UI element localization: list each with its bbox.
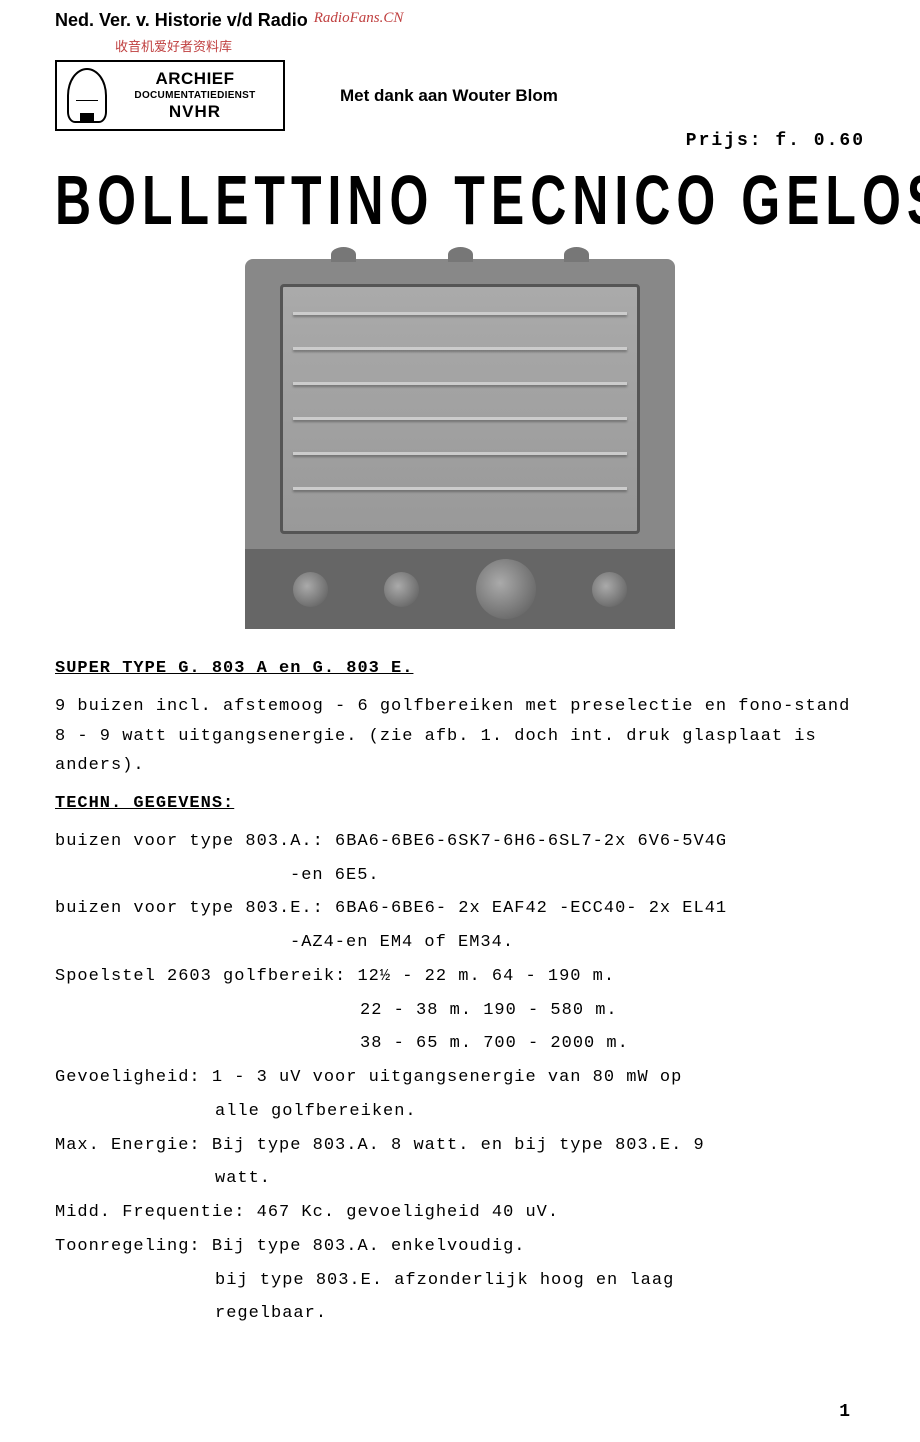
archief-stamp: ARCHIEF DOCUMENTATIEDIENST NVHR [55, 60, 285, 131]
description-text: 9 buizen incl. afstemoog - 6 golfbereike… [55, 692, 865, 781]
spec-energie-2: watt. [55, 1164, 865, 1194]
techn-heading: TECHN. GEGEVENS: [55, 789, 865, 819]
spec-energie-1: Max. Energie: Bij type 803.A. 8 watt. en… [55, 1131, 865, 1161]
archief-line3: NVHR [117, 102, 273, 122]
page-number: 1 [839, 1402, 850, 1422]
super-type-heading: SUPER TYPE G. 803 A en G. 803 E. [55, 654, 865, 684]
spec-toon-2: bij type 803.E. afzonderlijk hoog en laa… [55, 1266, 865, 1296]
document-body: SUPER TYPE G. 803 A en G. 803 E. 9 buize… [55, 654, 865, 1329]
price-line: Prijs: f. 0.60 [55, 131, 865, 151]
bulb-icon [67, 68, 107, 123]
watermark-cjk: 收音机爱好者资料库 [115, 36, 865, 55]
credit-text: Met dank aan Wouter Blom [340, 86, 558, 106]
spec-toon-3: regelbaar. [55, 1299, 865, 1329]
spec-toon-1: Toonregeling: Bij type 803.A. enkelvoudi… [55, 1232, 865, 1262]
spec-buizen-a1: buizen voor type 803.A.: 6BA6-6BE6-6SK7-… [55, 827, 865, 857]
spec-gevoeligheid-2: alle golfbereiken. [55, 1097, 865, 1127]
spec-spoel-2: 22 - 38 m. 190 - 580 m. [55, 996, 865, 1026]
main-title: BOLLETTINO TECNICO GELOSO [55, 159, 865, 240]
spec-spoel-1: Spoelstel 2603 golfbereik: 12½ - 22 m. 6… [55, 962, 865, 992]
spec-spoel-3: 38 - 65 m. 700 - 2000 m. [55, 1029, 865, 1059]
spec-gevoeligheid-1: Gevoeligheid: 1 - 3 uV voor uitgangsener… [55, 1063, 865, 1093]
spec-freq: Midd. Frequentie: 467 Kc. gevoeligheid 4… [55, 1198, 865, 1228]
spec-buizen-a2: -en 6E5. [55, 861, 865, 891]
spec-buizen-e2: -AZ4-en EM4 of EM34. [55, 928, 865, 958]
watermark-site: RadioFans.CN [314, 10, 404, 27]
radio-photo [245, 259, 675, 629]
org-name: Ned. Ver. v. Historie v/d Radio [55, 10, 308, 31]
archief-line1: ARCHIEF [117, 69, 273, 89]
spec-buizen-e1: buizen voor type 803.E.: 6BA6-6BE6- 2x E… [55, 894, 865, 924]
archief-line2: DOCUMENTATIEDIENST [117, 90, 273, 102]
